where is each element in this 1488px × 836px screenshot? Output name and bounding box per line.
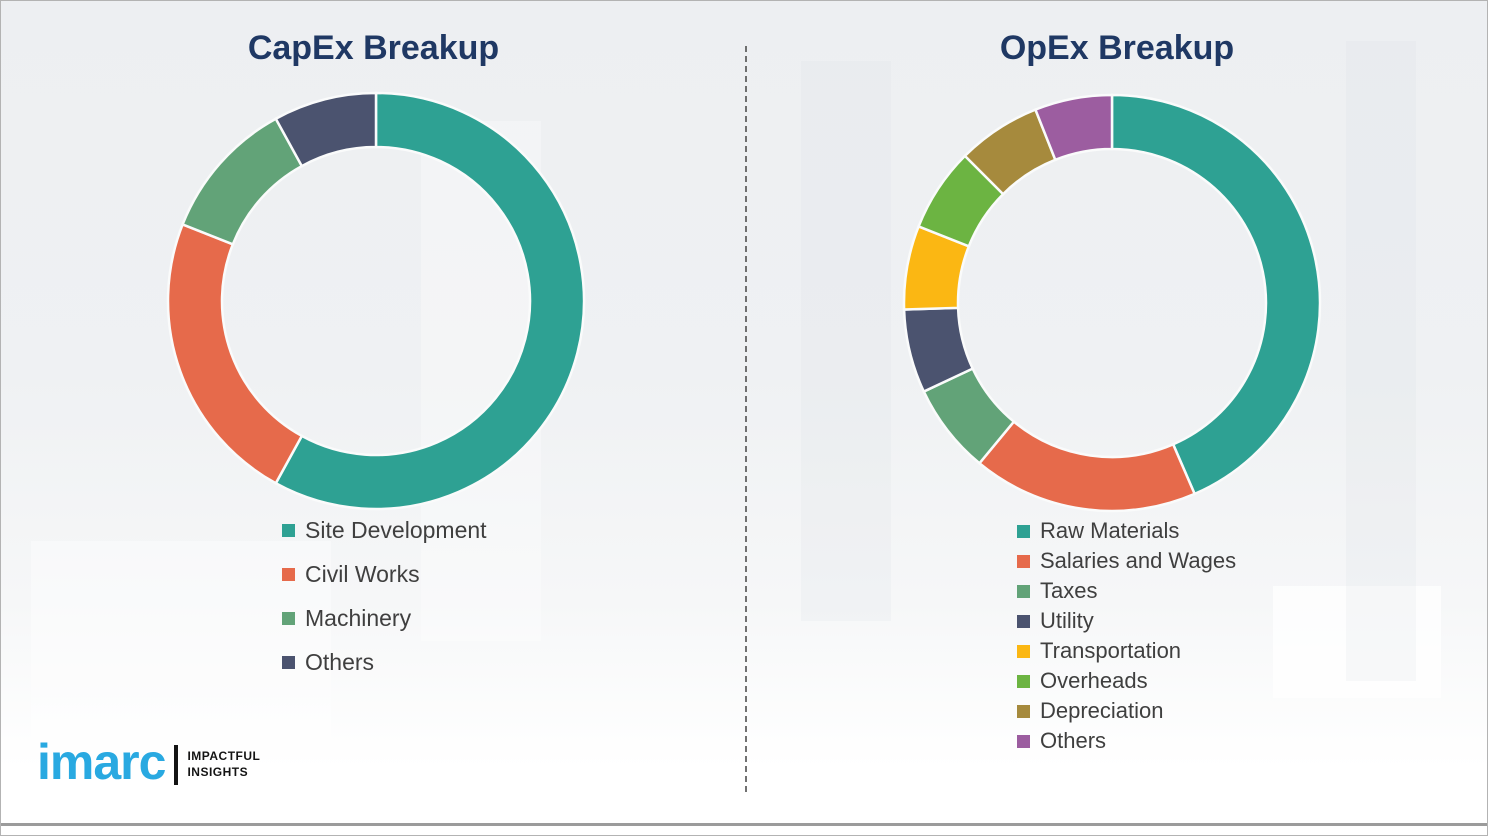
opex-chart-title: OpEx Breakup [999,29,1235,67]
legend-label: Others [305,648,375,675]
logo-tagline: IMPACTFUL INSIGHTS [187,749,260,780]
legend-label: Utility [1040,608,1094,633]
legend-item-others: Others [1017,726,1236,756]
legend-swatch-icon [1017,674,1030,688]
capex-chart-title: CapEx Breakup [247,29,500,67]
legend-swatch-icon [1017,704,1030,718]
legend-label: Overheads [1040,668,1148,693]
opex-legend: Raw Materials Salaries and Wages Taxes Util… [1017,516,1236,756]
donut-segment-others [274,91,378,168]
bottom-border-line [1,823,1487,826]
donut-segment-others [1033,93,1114,162]
legend-label: Taxes [1040,578,1098,603]
legend-swatch-icon [1017,524,1030,538]
imarc-logo: imarc IMPACTFUL INSIGHTS [37,737,260,787]
donut-segment-raw-materials [1110,93,1322,496]
legend-swatch-icon [282,655,295,669]
legend-swatch-icon [1017,614,1030,628]
donut-segment-machinery [180,117,304,246]
legend-item-site-development: Site Development [282,508,487,552]
legend-item-machinery: Machinery [282,596,487,640]
bottom-margin-strip [1,826,1487,835]
legend-label: Site Development [305,516,487,543]
legend-swatch-icon [282,523,295,537]
legend-swatch-icon [1017,734,1030,748]
legend-swatch-icon [1017,644,1030,658]
legend-label: Salaries and Wages [1040,548,1237,573]
legend-item-transportation: Transportation [1017,636,1236,666]
legend-item-civil-works: Civil Works [282,552,487,596]
capex-legend: Site Development Civil Works Machinery Othe… [282,508,487,684]
donut-segment-civil-works [166,222,304,485]
opex-donut-chart [902,93,1322,513]
legend-label: Civil Works [305,560,420,587]
legend-item-depreciation: Depreciation [1017,696,1236,726]
background-texture [801,61,891,621]
legend-label: Raw Materials [1040,518,1180,543]
legend-label: Others [1040,728,1107,753]
legend-swatch-icon [282,611,295,625]
legend-swatch-icon [1017,554,1030,568]
logo-tagline-line2: INSIGHTS [187,765,249,779]
legend-item-others: Others [282,640,487,684]
legend-swatch-icon [1017,584,1030,598]
background-texture [1273,586,1441,698]
logo-divider-bar [174,745,179,785]
legend-swatch-icon [282,567,295,581]
legend-item-salaries-and-wages: Salaries and Wages [1017,546,1236,576]
legend-label: Depreciation [1040,698,1164,723]
legend-item-taxes: Taxes [1017,576,1236,606]
background-texture [1346,41,1416,681]
donut-segment-salaries-and-wages [977,419,1197,513]
legend-label: Transportation [1040,638,1182,663]
imarc-wordmark: imarc [37,734,166,790]
legend-item-overheads: Overheads [1017,666,1236,696]
donut-segment-site-development [274,91,586,511]
legend-label: Machinery [305,604,412,631]
capex-donut-chart [166,91,586,511]
legend-item-utility: Utility [1017,606,1236,636]
logo-tagline-line1: IMPACTFUL [187,749,261,764]
legend-item-raw-materials: Raw Materials [1017,516,1236,546]
panel-divider-dashed-line [745,46,747,792]
